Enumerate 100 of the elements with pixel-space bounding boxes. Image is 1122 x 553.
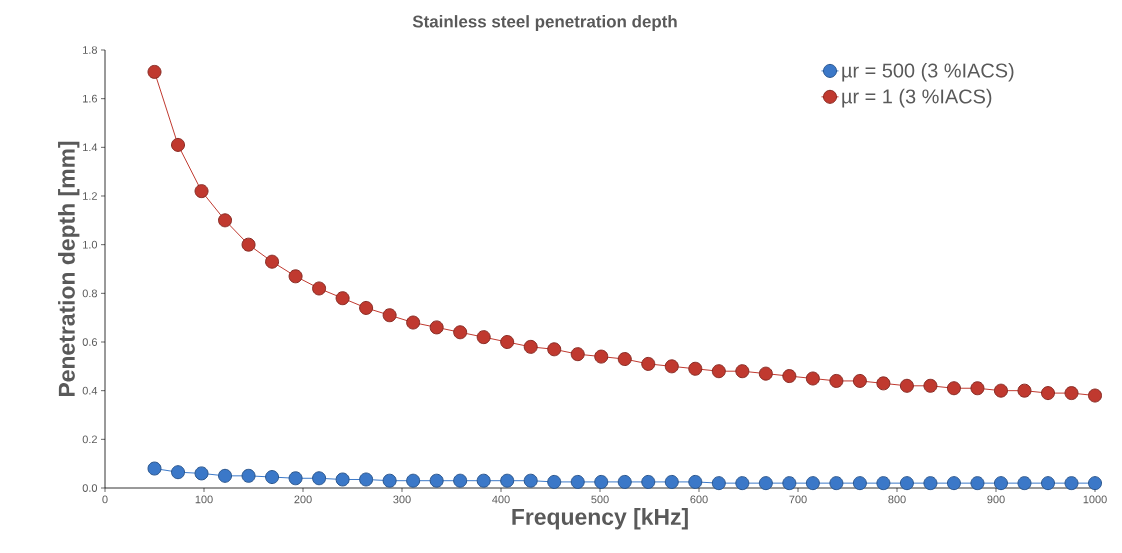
- point: [406, 473, 421, 488]
- point: [547, 342, 562, 357]
- point: [335, 472, 350, 487]
- point: [265, 470, 280, 485]
- point: [265, 254, 280, 269]
- chart-title: Stainless steel penetration depth: [412, 15, 677, 31]
- point: [476, 330, 491, 345]
- point: [406, 315, 421, 330]
- point: [970, 476, 985, 491]
- point: [711, 364, 726, 379]
- point: [194, 184, 209, 199]
- legend-label: µr = 1 (3 %IACS): [842, 88, 992, 108]
- point: [852, 373, 867, 388]
- point: [782, 369, 797, 384]
- point: [664, 474, 679, 489]
- point: [429, 320, 444, 335]
- point: [171, 137, 186, 152]
- point: [758, 476, 773, 491]
- point: [711, 476, 726, 491]
- y-tick-label: 1.4: [83, 143, 98, 152]
- point: [500, 473, 515, 488]
- point: [641, 474, 656, 489]
- point: [288, 269, 303, 284]
- point: [876, 476, 891, 491]
- point: [570, 347, 585, 362]
- point: [382, 473, 397, 488]
- point: [594, 349, 609, 364]
- point: [312, 281, 327, 296]
- point: [382, 308, 397, 323]
- point: [641, 356, 656, 371]
- point: [1040, 386, 1055, 401]
- y-tick-label: 1.6: [83, 94, 97, 103]
- point: [500, 335, 515, 349]
- point: [147, 461, 162, 476]
- point: [688, 474, 703, 489]
- point: [476, 473, 491, 488]
- x-tick-label: 100: [195, 495, 213, 504]
- legend-label: µr = 500 (3 %IACS): [842, 62, 1014, 82]
- point: [829, 476, 844, 491]
- x-tick-label: 1000: [1083, 495, 1107, 504]
- point: [617, 474, 632, 489]
- point: [453, 473, 468, 488]
- point: [1064, 386, 1079, 401]
- x-tick-label: 900: [987, 495, 1005, 504]
- x-tick-label: 400: [492, 495, 510, 504]
- point: [241, 468, 256, 483]
- x-tick-label: 200: [294, 495, 312, 504]
- x-tick-label: 800: [888, 495, 906, 504]
- point: [523, 473, 538, 488]
- point: [735, 476, 750, 491]
- point: [335, 291, 350, 306]
- y-axis-title: Penetration depth [mm]: [58, 141, 80, 397]
- point: [1040, 476, 1055, 491]
- y-tick-label: 0.6: [82, 338, 97, 346]
- x-tick-label: 0: [102, 495, 108, 504]
- point: [218, 468, 233, 483]
- point: [453, 325, 468, 340]
- y-tick-label: 1.0: [83, 240, 98, 249]
- point: [594, 474, 609, 489]
- point: [946, 381, 961, 396]
- point: [758, 366, 773, 381]
- point: [288, 471, 303, 486]
- point: [359, 472, 374, 487]
- point: [147, 64, 162, 79]
- y-tick-label: 0.2: [82, 435, 97, 444]
- point: [899, 476, 914, 491]
- point: [1017, 476, 1032, 491]
- point: [876, 376, 891, 391]
- point: [664, 359, 679, 374]
- point: [782, 476, 797, 491]
- point: [970, 381, 985, 396]
- point: [1088, 476, 1103, 491]
- x-tick-label: 500: [591, 495, 609, 504]
- point: [570, 474, 585, 489]
- y-tick-label: 1.2: [83, 192, 97, 200]
- point: [688, 361, 703, 376]
- x-tick-label: 600: [690, 495, 708, 504]
- point: [194, 466, 209, 481]
- point: [1017, 383, 1032, 398]
- point: [359, 300, 374, 315]
- point: [946, 476, 961, 491]
- x-tick-label: 700: [789, 495, 807, 504]
- point: [829, 373, 844, 388]
- point: [218, 213, 233, 228]
- point: [852, 476, 867, 491]
- point: [547, 474, 562, 489]
- x-tick-label: 300: [393, 495, 411, 504]
- y-tick-label: 0.0: [82, 484, 98, 492]
- point: [993, 383, 1008, 398]
- y-tick-label: 0.8: [82, 289, 97, 298]
- point: [923, 476, 938, 491]
- x-axis-title: Frequency [kHz]: [512, 508, 688, 530]
- point: [312, 471, 327, 486]
- point: [1088, 388, 1103, 403]
- point: [617, 352, 632, 367]
- point: [1064, 476, 1079, 491]
- point: [805, 476, 820, 491]
- point: [899, 378, 914, 393]
- point: [735, 364, 750, 379]
- point: [429, 473, 444, 488]
